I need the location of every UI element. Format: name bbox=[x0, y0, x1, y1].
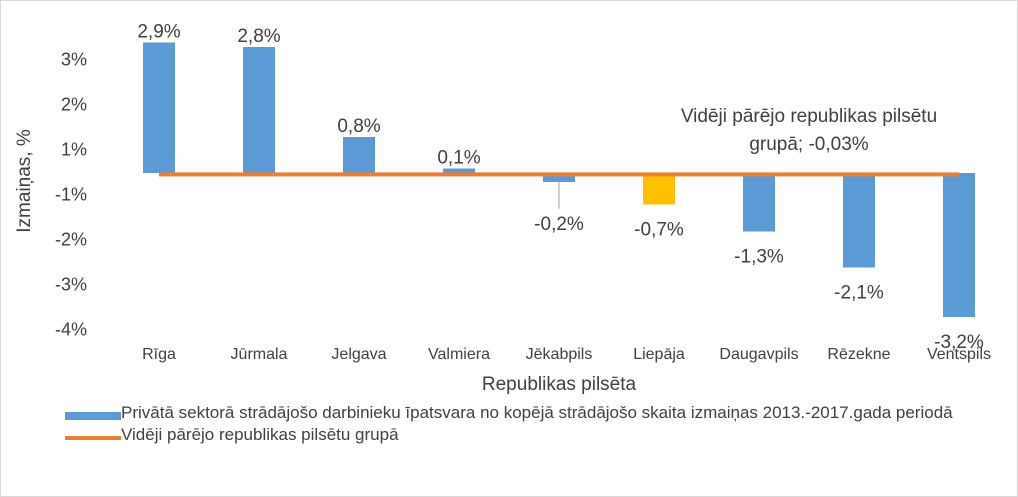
data-label: 2,9% bbox=[137, 22, 180, 43]
data-label: 0,1% bbox=[437, 148, 480, 169]
data-label: -1,3% bbox=[734, 247, 784, 268]
legend-item: Vidēji pārējo republikas pilsētu grupā bbox=[65, 425, 965, 445]
legend-item: Privātā sektorā strādājošo darbinieku īp… bbox=[65, 403, 965, 423]
legend-swatch bbox=[65, 436, 121, 440]
legend-text: Privātā sektorā strādājošo darbinieku īp… bbox=[121, 403, 953, 422]
y-tick-label: 3% bbox=[61, 49, 87, 69]
bar bbox=[243, 47, 275, 173]
bar bbox=[143, 42, 175, 173]
average-label: Vidēji pārējo republikas pilsētu bbox=[681, 106, 937, 127]
y-axis-label: Izmaiņas, % bbox=[14, 129, 35, 233]
data-label: -3,2% bbox=[934, 332, 984, 353]
bar bbox=[743, 173, 775, 232]
y-tick-label: 1% bbox=[61, 139, 87, 159]
bar bbox=[443, 168, 475, 173]
x-tick-label: Rīga bbox=[142, 346, 176, 363]
x-tick-label: Ventspils bbox=[927, 346, 991, 363]
plot: Izmaiņas, % Republikas pilsēta 3% 2% 1% -1%… bbox=[14, 22, 991, 396]
x-tick-label: Daugavpils bbox=[719, 346, 798, 363]
bar bbox=[643, 173, 675, 205]
legend-swatch bbox=[65, 412, 121, 420]
y-tick-label: -3% bbox=[55, 274, 87, 294]
bar bbox=[843, 173, 875, 268]
y-tick-label: -1% bbox=[55, 184, 87, 204]
legend: Privātā sektorā strādājošo darbinieku īp… bbox=[65, 403, 965, 447]
bar bbox=[343, 137, 375, 173]
x-tick-label: Valmiera bbox=[428, 346, 490, 363]
x-tick-label: Rēzekne bbox=[827, 346, 890, 363]
data-label: -0,2% bbox=[534, 214, 584, 235]
bar bbox=[943, 173, 975, 317]
y-tick-label: 2% bbox=[61, 94, 87, 114]
x-tick-label: Jēkabpils bbox=[526, 346, 593, 363]
x-axis-label: Republikas pilsēta bbox=[482, 374, 637, 395]
average-label: grupā; -0,03% bbox=[749, 134, 868, 155]
x-tick-label: Jūrmala bbox=[231, 346, 288, 363]
x-tick-label: Liepāja bbox=[633, 346, 685, 363]
x-tick-label: Jelgava bbox=[331, 346, 386, 363]
data-label: -2,1% bbox=[834, 283, 884, 304]
y-tick-label: -4% bbox=[55, 319, 87, 339]
data-label: -0,7% bbox=[634, 220, 684, 241]
y-tick-label: -2% bbox=[55, 229, 87, 249]
bar bbox=[543, 173, 575, 182]
legend-text: Vidēji pārējo republikas pilsētu grupā bbox=[121, 425, 399, 444]
data-label: 2,8% bbox=[237, 26, 280, 47]
data-label: 0,8% bbox=[337, 116, 380, 137]
